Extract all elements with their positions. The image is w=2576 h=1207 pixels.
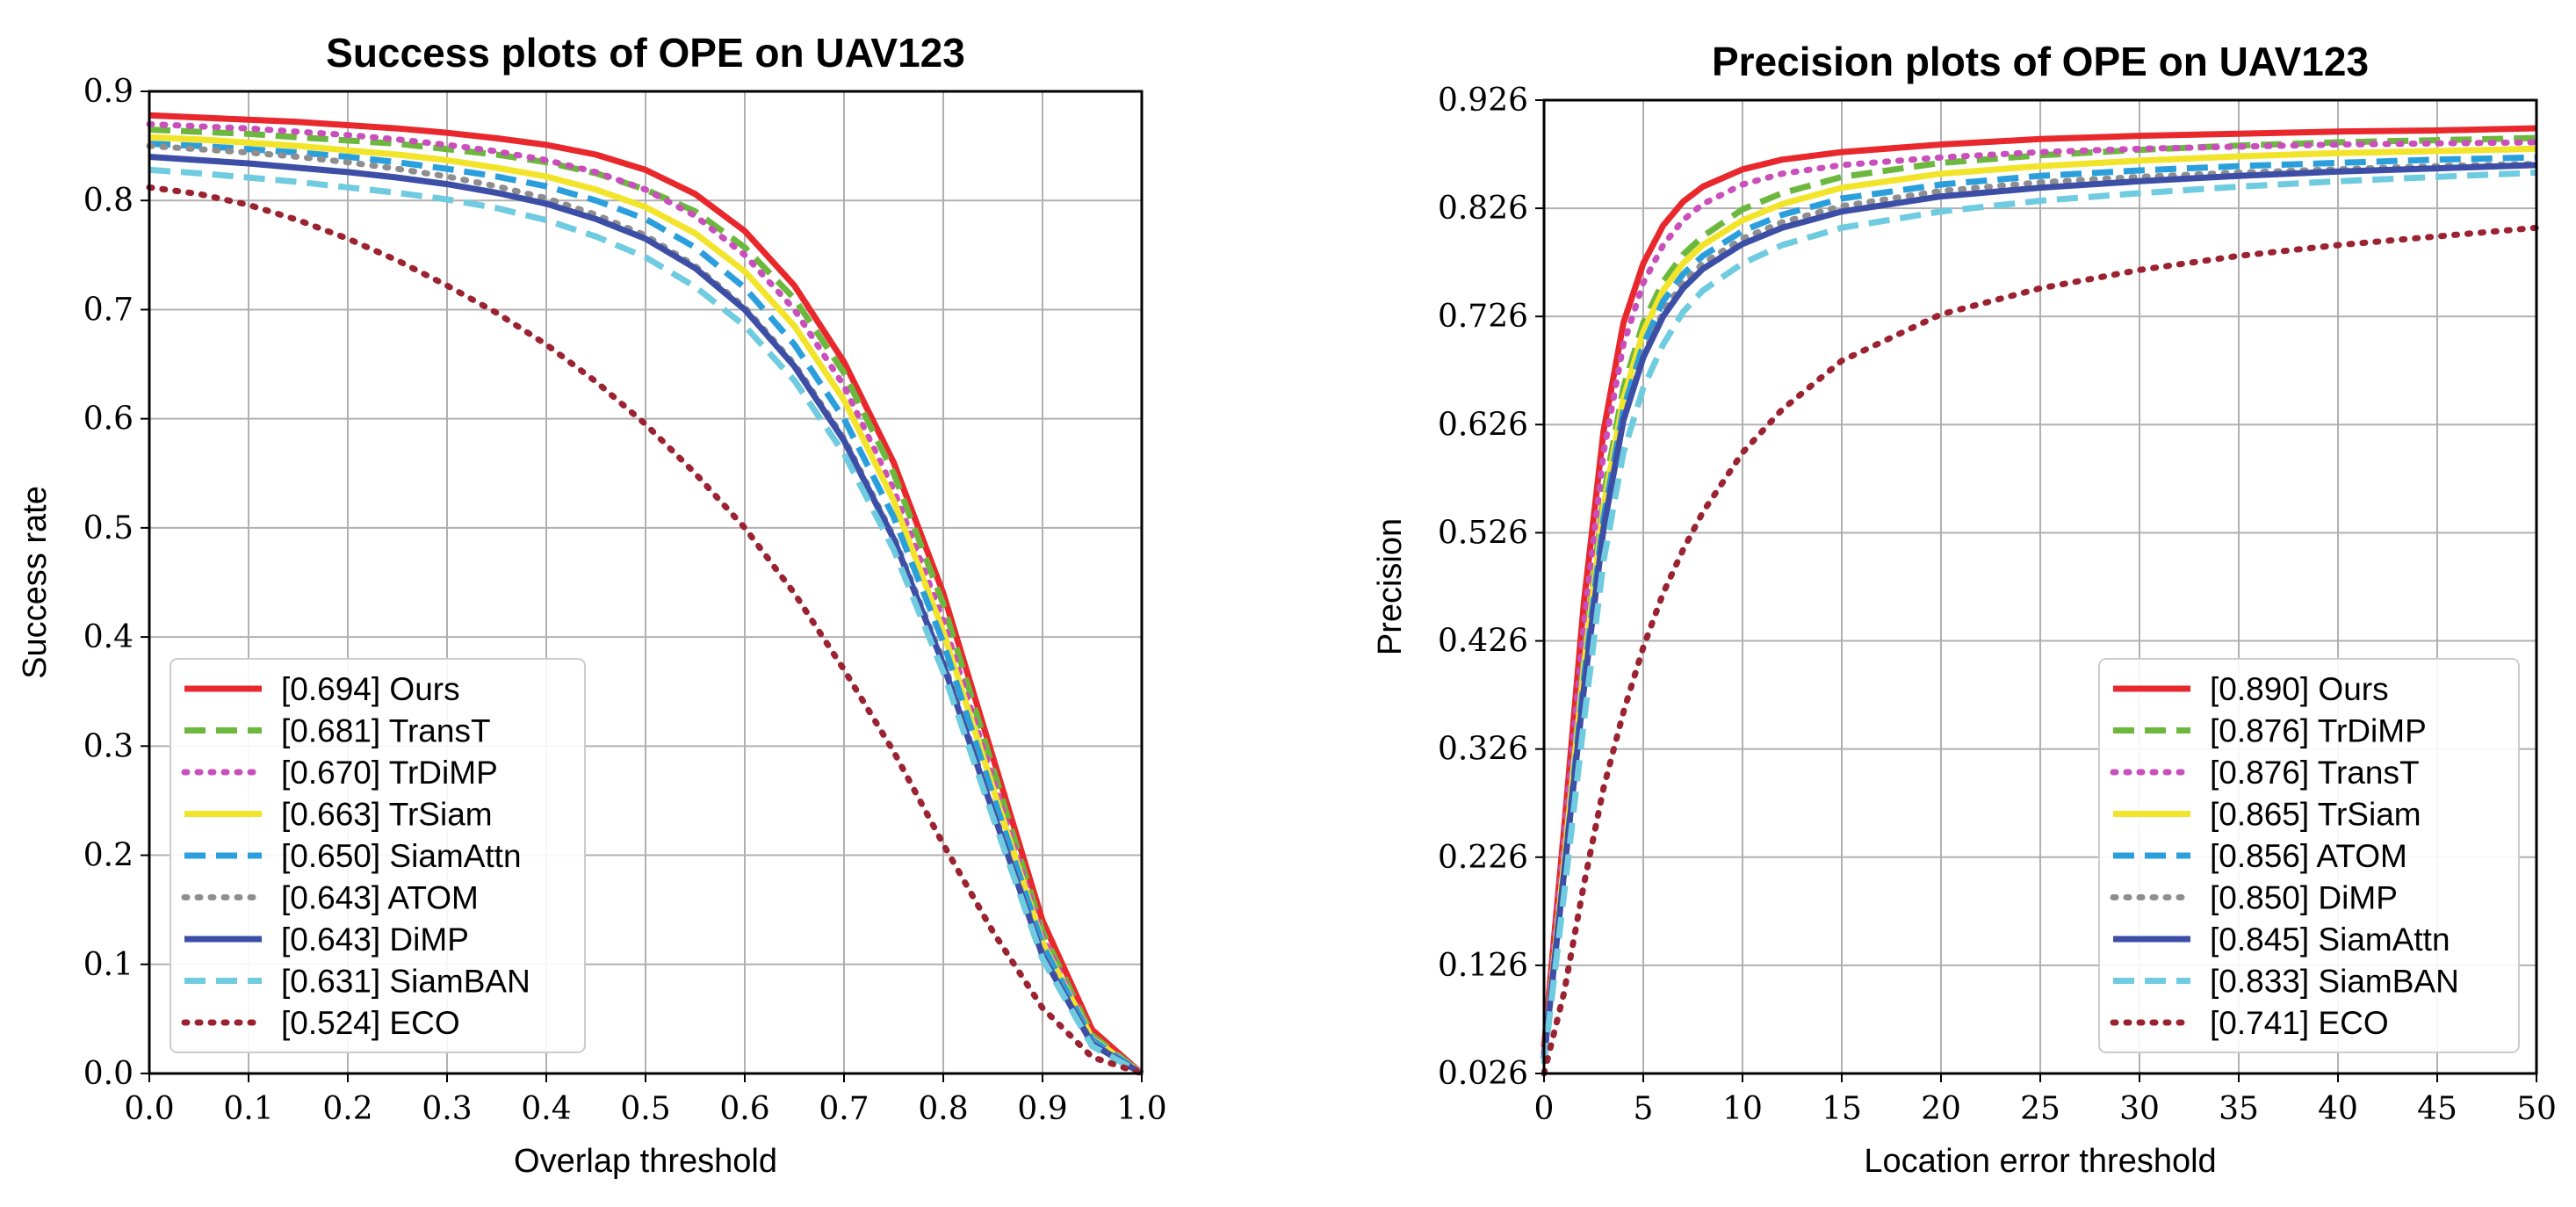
x-tick-label: 0.7 bbox=[819, 1091, 869, 1127]
y-axis-label: Success rate bbox=[17, 486, 54, 679]
series-line-dimp bbox=[1541, 161, 2540, 1062]
x-tick-label: 25 bbox=[2020, 1091, 2060, 1127]
y-tick-label: 0.626 bbox=[1438, 407, 1528, 443]
series-line-siamattn bbox=[1541, 162, 2537, 1059]
y-axis-label: Precision bbox=[1372, 518, 1409, 655]
chart-2: 0 5 10 15 20 25 30 35 40 45 50 0.026 0.126 0.226 0.326… bbox=[1372, 39, 2557, 1180]
y-tick-label: 0.526 bbox=[1438, 515, 1528, 551]
y-tick-label: 0.3 bbox=[83, 728, 133, 764]
y-tick-label: 0.226 bbox=[1438, 840, 1528, 876]
y-tick-label: 0.826 bbox=[1438, 191, 1528, 227]
y-tick-label: 0.326 bbox=[1438, 732, 1528, 768]
x-tick-label: 35 bbox=[2219, 1091, 2259, 1127]
x-tick-label: 0.6 bbox=[719, 1091, 769, 1127]
y-tick-label: 0.2 bbox=[83, 838, 133, 874]
y-tick-label: 0.026 bbox=[1438, 1056, 1528, 1092]
legend-box bbox=[2098, 658, 2520, 1053]
series-line-siamban bbox=[1541, 170, 2537, 1065]
y-tick-label: 0.9 bbox=[83, 74, 133, 110]
x-tick-label: 40 bbox=[2318, 1091, 2358, 1127]
chart-1: 0.0 0.1 0.2 0.3 0.4 0.5 0.6 0.7 0.8 0.9 1.0 0.0 0.1 0… bbox=[17, 30, 1167, 1180]
series-line-ours bbox=[148, 112, 1144, 1076]
legend-label-ours: [0.890] Ours bbox=[2210, 671, 2389, 707]
y-tick-label: 0.726 bbox=[1438, 299, 1528, 335]
legend-label-siamban: [0.631] SiamBAN bbox=[281, 964, 530, 1000]
x-tick-label: 20 bbox=[1921, 1091, 1961, 1127]
x-tick-label: 0.0 bbox=[124, 1091, 174, 1127]
series-line-ours bbox=[1541, 125, 2537, 1048]
y-tick-label: 0.5 bbox=[83, 510, 133, 546]
legend-label-dimp: [0.643] DiMP bbox=[281, 922, 469, 958]
x-tick-label: 45 bbox=[2417, 1091, 2457, 1127]
x-tick-label: 0 bbox=[1534, 1091, 1555, 1127]
legend-label-atom: [0.643] ATOM bbox=[281, 880, 479, 916]
legend-label-trsiam: [0.865] TrSiam bbox=[2210, 797, 2421, 833]
y-tick-label: 0.926 bbox=[1438, 83, 1528, 119]
x-tick-label: 0.2 bbox=[322, 1091, 372, 1127]
x-tick-label: 0.4 bbox=[521, 1091, 571, 1127]
y-tick-label: 0.126 bbox=[1438, 948, 1528, 984]
x-axis-label: Overlap threshold bbox=[514, 1143, 777, 1180]
legend-label-eco: [0.524] ECO bbox=[281, 1005, 460, 1041]
series-line-trdimp bbox=[146, 120, 1145, 1077]
legend: [0.694] Ours [0.681] TransT [0.670] TrDiMP… bbox=[170, 658, 586, 1053]
chart-title: Success plots of OPE on UAV123 bbox=[326, 30, 965, 76]
series-line-eco bbox=[1541, 224, 2540, 1077]
series-line-eco bbox=[146, 184, 1145, 1077]
legend-label-siamban: [0.833] SiamBAN bbox=[2210, 964, 2459, 1000]
legend-box bbox=[170, 658, 586, 1053]
legend-label-trdimp: [0.670] TrDiMP bbox=[281, 755, 498, 791]
legend-label-transt: [0.876] TransT bbox=[2210, 755, 2420, 791]
legend-label-transt: [0.681] TransT bbox=[281, 713, 491, 749]
legend-label-ours: [0.694] Ours bbox=[281, 671, 460, 707]
x-axis-label: Location error threshold bbox=[1864, 1143, 2216, 1180]
x-tick-label: 1.0 bbox=[1116, 1091, 1166, 1127]
y-tick-label: 0.8 bbox=[83, 183, 133, 219]
x-tick-label: 50 bbox=[2516, 1091, 2557, 1127]
y-tick-label: 0.7 bbox=[83, 292, 133, 328]
y-tick-label: 0.426 bbox=[1438, 624, 1528, 660]
y-tick-label: 0.4 bbox=[83, 619, 133, 655]
legend-label-dimp: [0.850] DiMP bbox=[2210, 880, 2398, 916]
series-line-trsiam bbox=[148, 134, 1144, 1076]
x-tick-label: 5 bbox=[1634, 1091, 1654, 1127]
legend-label-atom: [0.856] ATOM bbox=[2210, 838, 2407, 874]
legend-label-siamattn: [0.845] SiamAttn bbox=[2210, 922, 2450, 958]
x-tick-label: 0.9 bbox=[1017, 1091, 1067, 1127]
legend: [0.890] Ours [0.876] TrDiMP [0.876] TransT… bbox=[2098, 658, 2520, 1053]
series-line-transt bbox=[148, 126, 1144, 1076]
legend-label-siamattn: [0.650] SiamAttn bbox=[281, 838, 522, 874]
legend-label-trsiam: [0.663] TrSiam bbox=[281, 797, 493, 833]
x-tick-label: 0.8 bbox=[918, 1091, 968, 1127]
legend-label-eco: [0.741] ECO bbox=[2210, 1005, 2389, 1041]
x-tick-label: 15 bbox=[1822, 1091, 1862, 1127]
chart-title: Precision plots of OPE on UAV123 bbox=[1712, 39, 2369, 84]
y-tick-label: 0.6 bbox=[83, 401, 133, 437]
x-tick-label: 0.5 bbox=[620, 1091, 670, 1127]
y-tick-label: 0.1 bbox=[83, 947, 133, 983]
x-tick-label: 10 bbox=[1722, 1091, 1763, 1127]
x-tick-label: 30 bbox=[2119, 1091, 2160, 1127]
series-line-siamban bbox=[148, 166, 1144, 1077]
series-line-transt bbox=[1541, 139, 2540, 1057]
x-tick-label: 0.1 bbox=[223, 1091, 273, 1127]
x-tick-label: 0.3 bbox=[422, 1091, 472, 1127]
y-tick-label: 0.0 bbox=[83, 1056, 133, 1092]
series-line-siamattn bbox=[148, 141, 1144, 1076]
legend-label-trdimp: [0.876] TrDiMP bbox=[2210, 713, 2427, 749]
